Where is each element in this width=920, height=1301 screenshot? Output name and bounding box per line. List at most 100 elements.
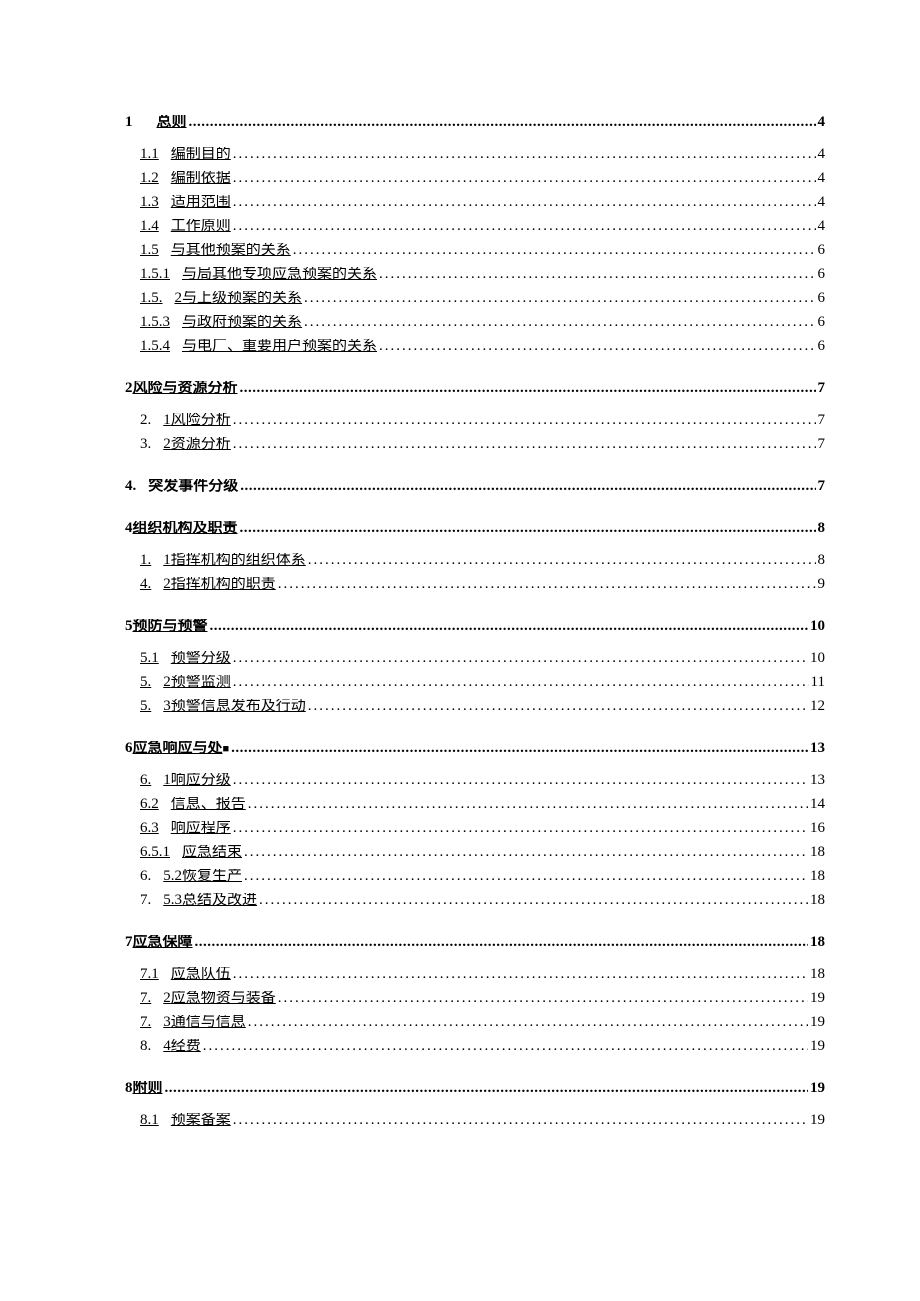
toc-leader: ........................................… [278, 577, 816, 592]
toc-leader: ........................................… [233, 413, 816, 428]
toc-number: 5.1 [140, 651, 159, 666]
toc-entry[interactable]: 1总则.....................................… [125, 115, 825, 130]
toc-leader: ........................................… [240, 521, 816, 536]
toc-number: 6.3 [140, 821, 159, 836]
toc-title: 应急保障 [133, 935, 193, 950]
toc-leader: ........................................… [304, 291, 815, 306]
toc-number: 4. [125, 479, 136, 494]
toc-entry[interactable]: 8附则.....................................… [125, 1081, 825, 1096]
toc-title: 响应分级 [171, 773, 231, 788]
toc-entry[interactable]: 7.1应急队伍.................................… [125, 967, 825, 982]
toc-leader: ........................................… [308, 553, 816, 568]
toc-page-number: 7 [818, 479, 826, 494]
toc-leader: ........................................… [379, 339, 815, 354]
toc-leader: ........................................… [278, 991, 808, 1006]
toc-title: 预警信息发布及行动 [171, 699, 306, 714]
toc-leader: ........................................… [244, 845, 808, 860]
toc-page-number: 19 [810, 1081, 825, 1096]
toc-number-part2: 1 [163, 553, 171, 568]
toc-number: 5. [140, 699, 151, 714]
toc-title: 应急响应与处 [133, 741, 223, 756]
toc-page-number: 8 [818, 521, 826, 536]
toc-entry[interactable]: 1.5与其他预案的关系.............................… [125, 243, 825, 258]
toc-entry[interactable]: 4.突发事件分级................................… [125, 479, 825, 494]
toc-leader: ........................................… [308, 699, 808, 714]
toc-entry[interactable]: 7应急保障...................................… [125, 935, 825, 950]
toc-entry[interactable]: 8.4经费...................................… [125, 1039, 825, 1054]
toc-title: 应急物资与装备 [171, 991, 276, 1006]
toc-entry[interactable]: 6.3响应程序.................................… [125, 821, 825, 836]
toc-entry[interactable]: 6应急响应与处■................................… [125, 741, 825, 756]
toc-page-number: 16 [810, 821, 825, 836]
toc-entry[interactable]: 8.1预案备案.................................… [125, 1113, 825, 1128]
toc-entry[interactable]: 6.2信息、报告................................… [125, 797, 825, 812]
toc-title: 预防与预警 [133, 619, 208, 634]
toc-page-number: 6 [818, 339, 826, 354]
toc-page-number: 7 [818, 381, 826, 396]
toc-number: 6.2 [140, 797, 159, 812]
toc-entry[interactable]: 3.2资源分析.................................… [125, 437, 825, 452]
toc-number: 6 [125, 741, 133, 756]
toc-entry[interactable]: 1.5.2与上级预案的关系...........................… [125, 291, 825, 306]
toc-entry[interactable]: 1.4工作原则.................................… [125, 219, 825, 234]
toc-leader: ........................................… [203, 1039, 808, 1054]
toc-number-part2: 4 [163, 1039, 171, 1054]
toc-entry[interactable]: 2风险与资源分析................................… [125, 381, 825, 396]
toc-entry[interactable]: 1.5.1与局其他专项应急预案的关系......................… [125, 267, 825, 282]
toc-title: 总结及改进 [182, 893, 257, 908]
toc-page-number: 8 [818, 553, 826, 568]
toc-title: 附则 [133, 1081, 163, 1096]
toc-number: 7. [140, 991, 151, 1006]
toc-page-number: 6 [818, 267, 826, 282]
toc-entry[interactable]: 5预防与预警..................................… [125, 619, 825, 634]
toc-page-number: 14 [810, 797, 825, 812]
toc-number: 1.2 [140, 171, 159, 186]
toc-entry[interactable]: 7. 2应急物资与装备..............................… [125, 991, 825, 1006]
toc-entry[interactable]: 2.1风险分析.................................… [125, 413, 825, 428]
toc-page-number: 18 [810, 935, 825, 950]
toc-number-part2: 2 [163, 437, 171, 452]
toc-entry[interactable]: 5.1预警分级.................................… [125, 651, 825, 666]
toc-page-number: 6 [818, 243, 826, 258]
toc-title: 编制目的 [171, 147, 231, 162]
toc-entry[interactable]: 1.1编制目的.................................… [125, 147, 825, 162]
toc-entry[interactable]: 4.2指挥机构的职责..............................… [125, 577, 825, 592]
toc-entry[interactable]: 6.1响应分级.................................… [125, 773, 825, 788]
toc-number: 7 [125, 935, 133, 950]
toc-number-part2: 2 [163, 991, 171, 1006]
toc-page-number: 18 [810, 869, 825, 884]
toc-title: 与电厂、重要用户预案的关系 [182, 339, 377, 354]
toc-title: 预警分级 [171, 651, 231, 666]
toc-title: 总则 [157, 115, 187, 130]
toc-leader: ........................................… [231, 741, 808, 756]
toc-page-number: 19 [810, 1039, 825, 1054]
toc-page-number: 10 [810, 619, 825, 634]
toc-leader: ........................................… [248, 1015, 808, 1030]
toc-entry[interactable]: 4组织机构及职责................................… [125, 521, 825, 536]
toc-entry[interactable]: 7.5.3总结及改进..............................… [125, 893, 825, 908]
toc-entry[interactable]: 7.3通信与信息................................… [125, 1015, 825, 1030]
toc-entry[interactable]: 1.5.3与政府预案的关系...........................… [125, 315, 825, 330]
toc-number: 2 [125, 381, 133, 396]
toc-number-part2: 1 [163, 773, 171, 788]
toc-page-number: 18 [810, 967, 825, 982]
toc-leader: ........................................… [293, 243, 816, 258]
toc-entry[interactable]: 1.5.4与电厂、重要用户预案的关系......................… [125, 339, 825, 354]
toc-title: 组织机构及职责 [133, 521, 238, 536]
toc-title: 预案备案 [171, 1113, 231, 1128]
toc-entry[interactable]: 5.3预警信息发布及行动............................… [125, 699, 825, 714]
toc-entry[interactable]: 1.3适用范围.................................… [125, 195, 825, 210]
toc-number: 8 [125, 1081, 133, 1096]
toc-entry[interactable]: 6.5.1应急结束...............................… [125, 845, 825, 860]
toc-page-number: 9 [818, 577, 826, 592]
toc-entry[interactable]: 5.2预警监测.................................… [125, 675, 825, 690]
toc-entry[interactable]: 6.5.2恢复生产...............................… [125, 869, 825, 884]
toc-number-part2: 3 [163, 1015, 171, 1030]
toc-number: 1.5.1 [140, 267, 170, 282]
toc-number: 1.5.3 [140, 315, 170, 330]
toc-entry[interactable]: 1.2编制依据.................................… [125, 171, 825, 186]
toc-page-number: 19 [810, 991, 825, 1006]
toc-page-number: 4 [818, 147, 826, 162]
toc-leader: ........................................… [304, 315, 815, 330]
toc-entry[interactable]: 1.1指挥机构的组织体系............................… [125, 553, 825, 568]
